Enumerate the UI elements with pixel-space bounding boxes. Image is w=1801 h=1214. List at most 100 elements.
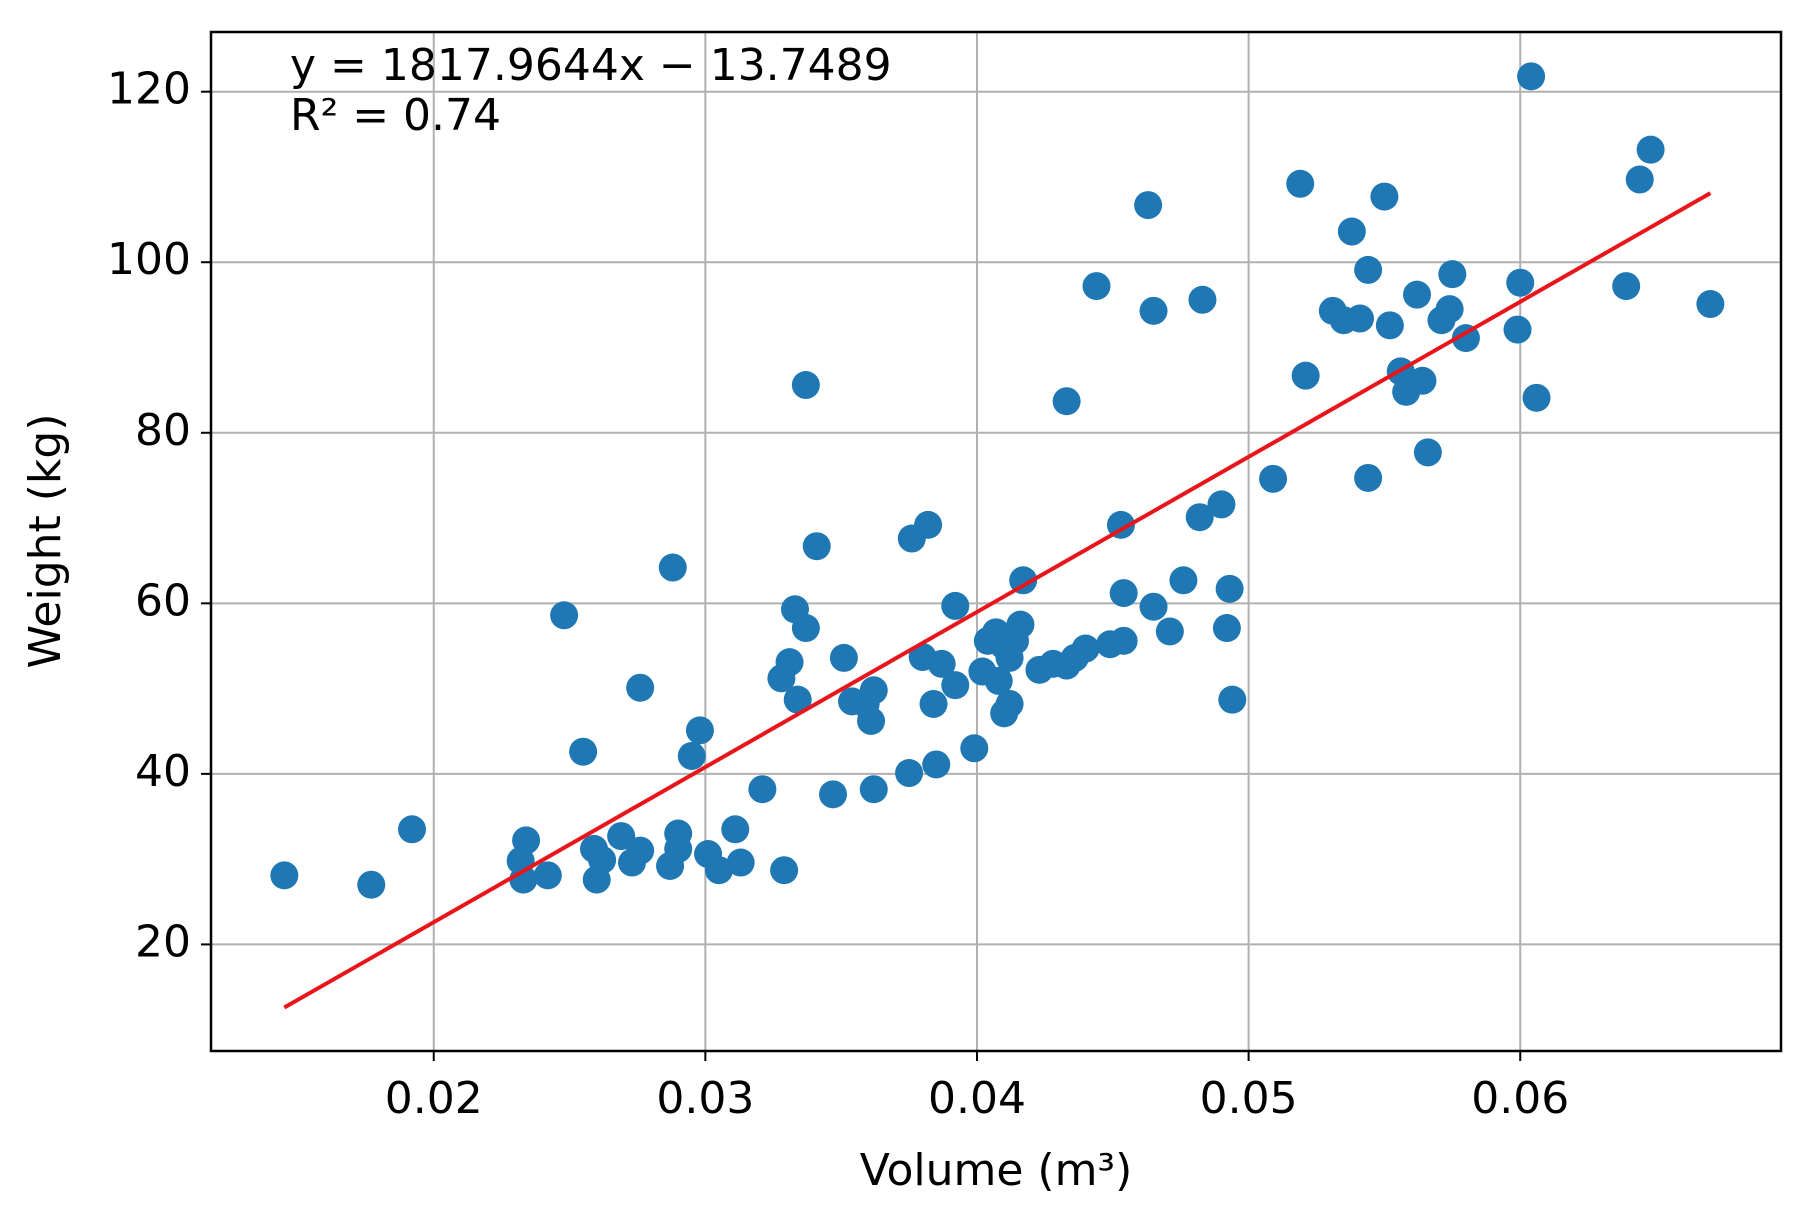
data-point: [1636, 135, 1665, 164]
data-point: [1413, 438, 1442, 467]
data-point: [721, 815, 750, 844]
data-point: [1435, 295, 1464, 324]
data-point: [270, 861, 299, 890]
data-point: [1134, 191, 1163, 220]
data-point: [1522, 383, 1551, 412]
y-tick-label: 20: [135, 916, 191, 967]
y-tick-label: 80: [135, 405, 191, 456]
data-point: [658, 553, 687, 582]
data-point: [1506, 268, 1535, 297]
data-point: [1071, 634, 1100, 663]
x-tick-label: 0.06: [1471, 1073, 1569, 1124]
data-point: [509, 865, 538, 894]
data-point: [626, 673, 655, 702]
data-point: [1354, 463, 1383, 492]
data-point: [1188, 285, 1217, 314]
data-point: [819, 780, 848, 809]
data-point: [1109, 626, 1138, 655]
r2-annotation: R² = 0.74: [290, 90, 501, 141]
data-point: [922, 750, 951, 779]
data-point: [704, 856, 733, 885]
data-point: [1259, 464, 1288, 493]
y-tick-label: 40: [135, 746, 191, 797]
data-point: [1503, 315, 1532, 344]
data-point: [398, 815, 427, 844]
data-point: [1218, 685, 1247, 714]
data-point: [960, 734, 989, 763]
data-point: [1337, 217, 1366, 246]
grid: [211, 32, 1781, 1051]
y-tick-label: 60: [135, 575, 191, 626]
data-point: [984, 666, 1013, 695]
x-tick-label: 0.04: [928, 1073, 1026, 1124]
data-point: [607, 822, 636, 851]
equation-annotation: y = 1817.9644x − 13.7489: [290, 40, 892, 91]
x-tick-label: 0.05: [1200, 1073, 1298, 1124]
data-point: [1109, 579, 1138, 608]
data-point: [919, 689, 948, 718]
data-point: [550, 601, 579, 630]
data-point: [1139, 296, 1168, 325]
data-point: [857, 706, 886, 735]
y-axis-label: Weight (kg): [20, 413, 71, 668]
data-point: [1006, 610, 1035, 639]
data-point: [1408, 366, 1437, 395]
data-point: [995, 689, 1024, 718]
data-point: [1185, 503, 1214, 532]
y-tick-label: 100: [107, 234, 191, 285]
data-point: [1517, 62, 1546, 91]
data-point: [1155, 617, 1184, 646]
data-point: [1082, 272, 1111, 301]
data-point: [726, 848, 755, 877]
fit-line: [283, 191, 1712, 1010]
data-point: [1403, 280, 1432, 309]
data-point: [1169, 566, 1198, 595]
x-tick-label: 0.02: [385, 1073, 483, 1124]
data-point: [748, 775, 777, 804]
data-point: [1052, 387, 1081, 416]
data-point: [791, 614, 820, 643]
data-point: [775, 648, 804, 677]
data-point: [859, 775, 888, 804]
data-point: [1451, 324, 1480, 353]
data-point: [1375, 311, 1404, 340]
data-point: [1612, 272, 1641, 301]
data-point: [802, 532, 831, 561]
data-point: [1139, 592, 1168, 621]
data-point: [1625, 165, 1654, 194]
data-point: [357, 870, 386, 899]
data-point: [1291, 361, 1320, 390]
data-point: [783, 685, 812, 714]
data-point: [859, 676, 888, 705]
data-point: [685, 716, 714, 745]
x-tick-label: 0.03: [656, 1073, 754, 1124]
plot-frame: [209, 30, 1783, 1053]
data-point: [1438, 260, 1467, 289]
data-point: [1696, 290, 1725, 319]
data-point: [1207, 490, 1236, 519]
data-point: [1370, 182, 1399, 211]
data-point: [791, 371, 820, 400]
data-point: [770, 856, 799, 885]
data-point: [677, 741, 706, 770]
data-point: [1354, 255, 1383, 284]
data-point: [914, 510, 943, 539]
data-point: [664, 834, 693, 863]
data-point: [588, 845, 617, 874]
data-point: [1215, 574, 1244, 603]
data-point: [895, 759, 924, 788]
data-point: [569, 737, 598, 766]
data-point: [1286, 169, 1315, 198]
y-tick-label: 120: [107, 64, 191, 115]
data-point: [941, 591, 970, 620]
data-point: [829, 643, 858, 672]
data-point: [941, 671, 970, 700]
data-point: [1345, 304, 1374, 333]
x-axis-label: Volume (m³): [860, 1145, 1132, 1196]
data-point: [533, 861, 562, 890]
data-point: [626, 836, 655, 865]
data-point: [1212, 614, 1241, 643]
marks: [270, 62, 1725, 1010]
data-point: [927, 649, 956, 678]
